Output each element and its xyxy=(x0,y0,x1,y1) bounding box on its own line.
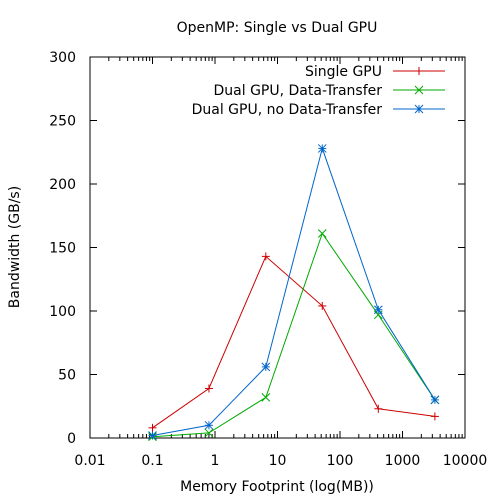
y-tick-label: 300 xyxy=(49,50,76,66)
data-point xyxy=(430,395,440,405)
series-1 xyxy=(148,252,439,432)
data-point xyxy=(261,393,271,402)
x-axis-label: Memory Footprint (log(MB)) xyxy=(180,479,374,495)
data-point xyxy=(317,229,327,238)
legend-marker xyxy=(414,104,424,114)
data-point xyxy=(204,420,214,430)
series-line xyxy=(152,146,436,436)
y-axis-label: Bandwidth (GB/s) xyxy=(7,186,23,308)
x-tick-label: 10000 xyxy=(443,453,488,469)
legend-label: Dual GPU, no Data-Transfer xyxy=(192,102,383,118)
x-tick-label: 0.1 xyxy=(141,453,163,469)
legend-entry: Single GPU xyxy=(305,64,445,80)
y-tick-label: 200 xyxy=(49,177,76,193)
x-tick-label: 0.01 xyxy=(74,453,105,469)
legend-marker xyxy=(414,85,424,95)
data-point xyxy=(317,144,327,153)
x-tick-label: 1 xyxy=(211,453,220,469)
data-point xyxy=(430,412,439,421)
series-line xyxy=(152,255,435,429)
axis-ticks: 0.01 0.1 1 10 100 1000 10000 0 50 100 150 200 250 300 xyxy=(49,50,487,469)
y-tick-label: 250 xyxy=(49,114,76,130)
legend-marker xyxy=(415,67,423,75)
series-line xyxy=(152,232,436,438)
y-tick-label: 50 xyxy=(58,368,76,384)
chart-title: OpenMP: Single vs Dual GPU xyxy=(177,20,378,36)
series-2 xyxy=(148,229,440,442)
data-point xyxy=(318,301,327,310)
legend-label: Dual GPU, Data-Transfer xyxy=(214,83,383,99)
y-tick-label: 150 xyxy=(49,241,76,257)
legend-entry: Dual GPU, no Data-Transfer xyxy=(192,102,445,118)
data-point xyxy=(373,305,383,315)
data-point xyxy=(148,423,157,432)
y-tick-label: 100 xyxy=(49,304,76,320)
legend-label: Single GPU xyxy=(305,64,382,80)
data-point xyxy=(204,428,214,438)
y-tick-label: 0 xyxy=(67,431,76,447)
legend-entry: Dual GPU, Data-Transfer xyxy=(214,83,445,99)
data-point xyxy=(374,404,383,413)
x-tick-label: 100 xyxy=(327,453,354,469)
data-point xyxy=(261,252,270,261)
x-tick-label: 1000 xyxy=(385,453,421,469)
series-layer xyxy=(148,144,440,442)
data-point xyxy=(261,362,271,372)
data-point xyxy=(148,431,157,440)
x-tick-label: 10 xyxy=(269,453,287,469)
series-3 xyxy=(148,144,440,440)
legend: Single GPU Dual GPU, Data-Transfer Dual GP… xyxy=(192,64,445,118)
data-point xyxy=(204,384,213,393)
